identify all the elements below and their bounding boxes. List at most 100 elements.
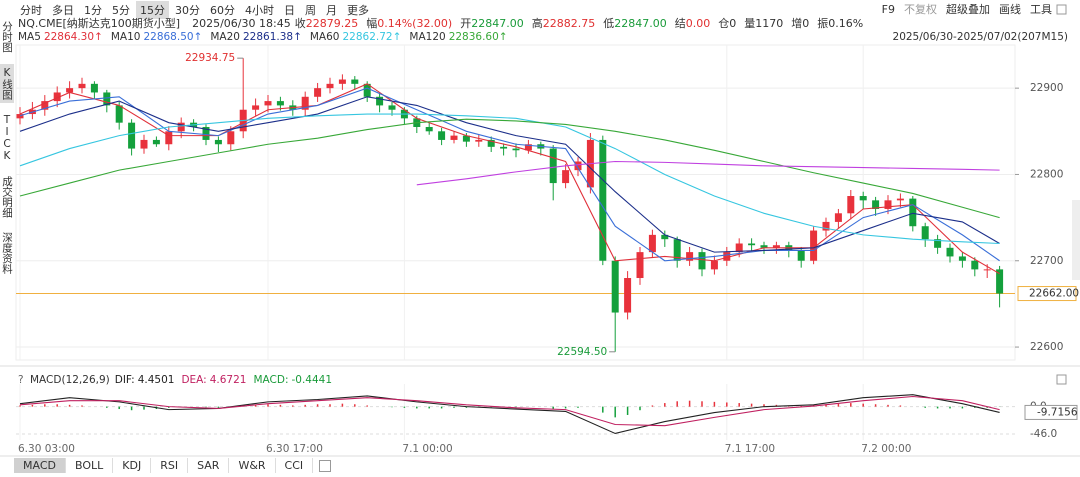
candle-body bbox=[351, 79, 359, 84]
candle-body bbox=[686, 252, 694, 261]
field-label: 幅 bbox=[366, 17, 378, 30]
field-value: 22879.25 bbox=[305, 16, 359, 30]
x-tick-label: 7.1 17:00 bbox=[725, 443, 775, 455]
period-tab[interactable]: 多日 bbox=[52, 4, 74, 17]
field-value: 22847.00 bbox=[614, 16, 667, 30]
x-tick-label: 7.1 00:00 bbox=[402, 443, 452, 455]
y-tick-label: 22900 bbox=[1030, 82, 1063, 94]
indicator-tab[interactable]: RSI bbox=[151, 458, 189, 473]
indicator-tab[interactable]: CCI bbox=[276, 458, 314, 473]
candle-body bbox=[723, 252, 731, 261]
symbol: NQ.CME[纳斯达克100期货小型] bbox=[18, 17, 181, 30]
period-tab[interactable]: 月 bbox=[326, 4, 337, 17]
ma-line bbox=[19, 113, 1000, 245]
legend-name: MA60 bbox=[309, 31, 340, 43]
candle-body bbox=[115, 105, 123, 123]
candle-body bbox=[946, 247, 954, 257]
period-tab[interactable]: 4小时 bbox=[245, 4, 274, 17]
candle-body bbox=[921, 226, 929, 240]
period-tab[interactable]: 15分 bbox=[136, 1, 169, 19]
field-label: 增 bbox=[791, 17, 803, 30]
candle-body bbox=[698, 252, 706, 270]
indicator-tab[interactable]: KDJ bbox=[113, 458, 152, 473]
panel-button[interactable] bbox=[1056, 374, 1067, 385]
candle-body bbox=[152, 139, 160, 145]
period-tab[interactable]: 日 bbox=[284, 4, 295, 17]
toolbar: 分时 多日 1分 5分 15分 30分 60分 4小时日周月更多 bbox=[16, 1, 375, 19]
candle-body bbox=[673, 239, 681, 261]
toolbar-right: F9 不复权 超级叠加 画线 工具 bbox=[873, 1, 1052, 17]
candle-body bbox=[934, 239, 942, 248]
tool-button[interactable]: 画线 bbox=[999, 3, 1021, 16]
time: 2025/06/30 18:45 bbox=[192, 16, 291, 30]
legend-name: MA120 bbox=[409, 31, 446, 43]
field-value: 0.14%(32.00) bbox=[377, 16, 453, 30]
candle-body bbox=[326, 83, 334, 89]
candle-body bbox=[165, 131, 173, 145]
candle-body bbox=[450, 135, 458, 140]
period-tab[interactable]: 30分 bbox=[175, 4, 200, 17]
candle-body bbox=[66, 88, 74, 93]
scroll-handle[interactable] bbox=[1072, 200, 1080, 280]
side-tab[interactable]: 分时图 bbox=[1, 21, 13, 53]
candle-body bbox=[549, 148, 557, 184]
side-tab[interactable]: K线图 bbox=[0, 63, 14, 103]
candle-body bbox=[822, 221, 830, 231]
candle-body bbox=[810, 230, 818, 261]
candle-body bbox=[636, 252, 644, 279]
ma-legend: MA5 22864.30↑ MA10 22868.50↑ MA20 22861.38↑ MA… bbox=[18, 31, 516, 43]
add-tab[interactable] bbox=[319, 459, 332, 472]
period-tab[interactable]: 60分 bbox=[210, 4, 235, 17]
period-tab[interactable]: 5分 bbox=[112, 4, 130, 17]
tool-button[interactable]: F9 bbox=[881, 2, 895, 16]
legend-name: MA5 bbox=[18, 31, 41, 43]
indicator-tab[interactable]: SAR bbox=[188, 458, 230, 473]
indicator-tab[interactable]: BOLL bbox=[66, 458, 114, 473]
side-tab[interactable]: 深度资料 bbox=[1, 231, 13, 274]
x-tick-label: 6.30 03:00 bbox=[18, 443, 75, 455]
tool-button[interactable]: 工具 bbox=[1030, 3, 1052, 16]
candle-body bbox=[487, 139, 495, 147]
macd-label: DIF: bbox=[114, 374, 135, 386]
macd-label: DEA: bbox=[181, 374, 207, 386]
help-icon: ? bbox=[18, 374, 24, 386]
field-value: 0 bbox=[802, 16, 810, 30]
candle-body bbox=[103, 92, 111, 106]
candle-body bbox=[90, 83, 98, 93]
tool-button[interactable]: 不复权 bbox=[904, 3, 937, 16]
period-tab[interactable]: 周 bbox=[305, 4, 316, 17]
indicator-tab[interactable]: W&R bbox=[229, 458, 276, 473]
candle-body bbox=[562, 170, 570, 184]
indicator-tabs: MACD BOLL KDJ RSI SAR W&R CCI bbox=[14, 458, 332, 473]
candle-body bbox=[376, 96, 384, 106]
side-tab[interactable]: 成交明细 bbox=[1, 175, 13, 218]
candle-body bbox=[202, 126, 210, 140]
side-tab[interactable]: TICK bbox=[1, 113, 13, 162]
field-value: 22847.00 bbox=[471, 16, 524, 30]
macd-title: MACD(12,26,9) bbox=[30, 374, 110, 386]
field-label: 量 bbox=[744, 17, 756, 30]
period-tab[interactable]: 1分 bbox=[84, 4, 102, 17]
legend-value: 22836.60↑ bbox=[448, 31, 508, 43]
ma-line bbox=[19, 87, 1000, 262]
y-tick-label: 22800 bbox=[1030, 168, 1063, 180]
period-tab[interactable]: 分时 bbox=[20, 4, 42, 17]
candle-body bbox=[760, 245, 768, 248]
candle-body bbox=[735, 243, 743, 253]
tool-button[interactable]: 超级叠加 bbox=[946, 3, 990, 16]
indicator-tab[interactable]: MACD bbox=[14, 458, 66, 473]
period-tab[interactable]: 更多 bbox=[347, 4, 369, 17]
candle-body bbox=[462, 135, 470, 142]
window-button[interactable] bbox=[1056, 4, 1067, 15]
y-tick-label: 22600 bbox=[1030, 341, 1063, 353]
legend-name: MA10 bbox=[110, 31, 141, 43]
dif-line bbox=[19, 394, 1000, 435]
candle-body bbox=[276, 101, 284, 106]
field-label: 低 bbox=[603, 17, 615, 30]
candle-body bbox=[475, 139, 483, 142]
candle-body bbox=[16, 114, 24, 119]
legend-value: 22861.38↑ bbox=[242, 31, 302, 43]
candle-body bbox=[338, 79, 346, 84]
range: 2025/06/30-2025/07/02(207M15) bbox=[892, 31, 1068, 43]
